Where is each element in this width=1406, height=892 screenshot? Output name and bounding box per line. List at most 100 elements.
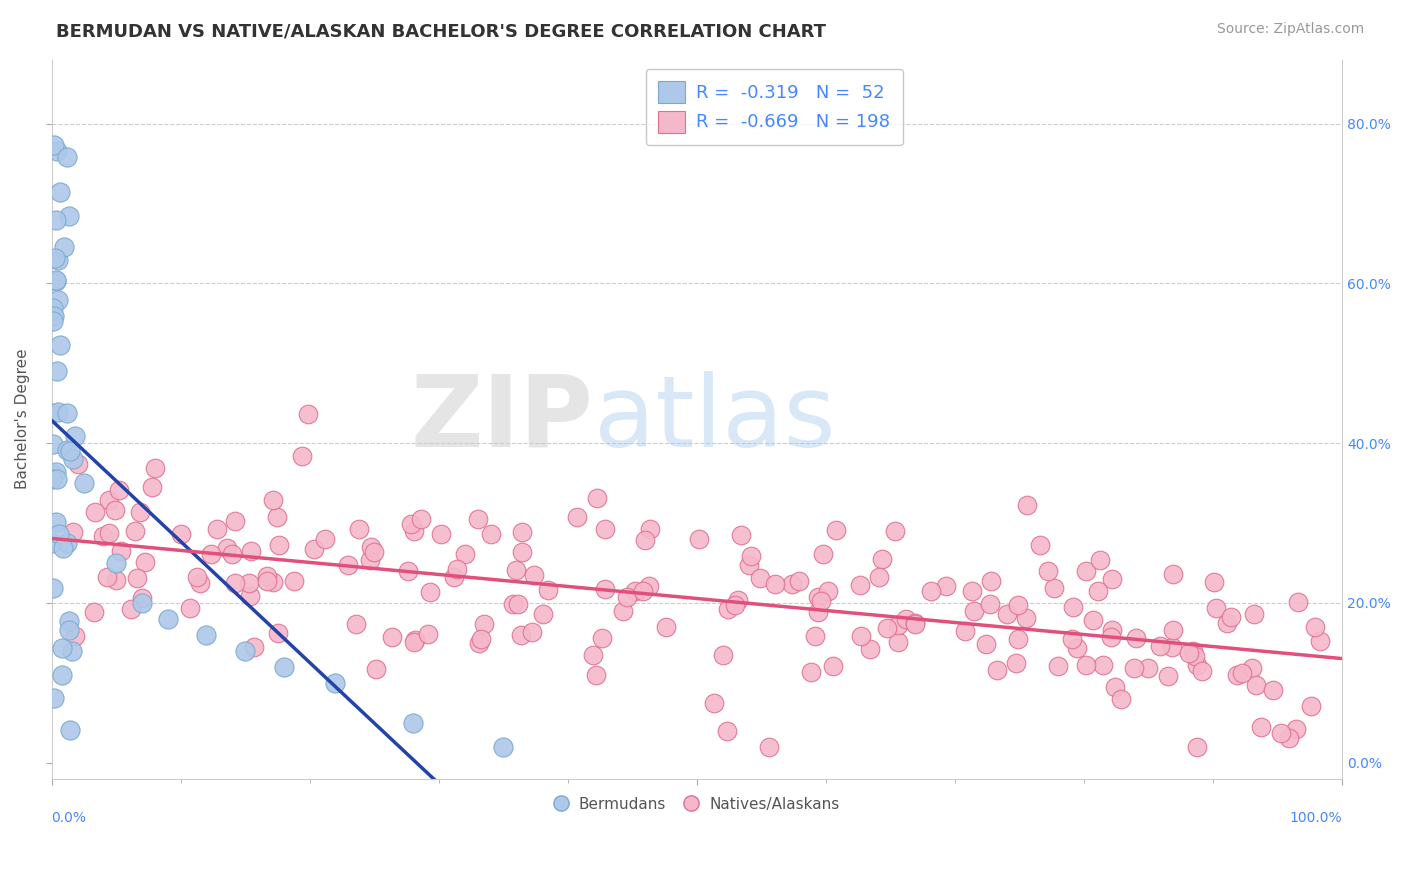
Point <box>103 503 125 517</box>
Point <box>256 574 278 588</box>
Point <box>811 547 834 561</box>
Point <box>186 570 208 584</box>
Point <box>58 614 80 628</box>
Point <box>1303 620 1326 634</box>
Point <box>780 577 803 591</box>
Point <box>887 618 910 632</box>
Point <box>1017 498 1039 512</box>
Point <box>239 589 262 603</box>
Point <box>953 624 976 639</box>
Point <box>170 526 193 541</box>
Point <box>128 505 150 519</box>
Point <box>904 615 927 630</box>
Point <box>849 578 872 592</box>
Point <box>402 635 425 649</box>
Point <box>454 547 477 561</box>
Point <box>1261 683 1284 698</box>
Point <box>200 548 222 562</box>
Point <box>42 437 65 451</box>
Point <box>131 596 153 610</box>
Point <box>586 491 609 506</box>
Point <box>730 528 752 542</box>
Point <box>894 612 917 626</box>
Point <box>297 408 319 422</box>
Point <box>41 536 63 550</box>
Point <box>55 536 77 550</box>
Point <box>63 428 86 442</box>
Point <box>585 667 607 681</box>
Point <box>46 472 69 486</box>
Point <box>359 553 381 567</box>
Point <box>1092 658 1115 673</box>
Point <box>45 274 67 288</box>
Point <box>45 515 67 529</box>
Point <box>467 512 489 526</box>
Point <box>44 309 66 323</box>
Point <box>238 575 260 590</box>
Point <box>59 723 82 737</box>
Point <box>221 547 243 561</box>
Point <box>1161 640 1184 654</box>
Point <box>920 583 942 598</box>
Point <box>283 574 305 589</box>
Point <box>807 605 830 619</box>
Point <box>468 636 491 650</box>
Point <box>419 585 441 599</box>
Point <box>45 273 67 287</box>
Point <box>876 622 898 636</box>
Point <box>979 597 1001 611</box>
Text: Source: ZipAtlas.com: Source: ZipAtlas.com <box>1216 22 1364 37</box>
Point <box>1244 678 1267 692</box>
Point <box>205 522 228 536</box>
Point <box>1187 739 1209 754</box>
Point <box>688 532 710 546</box>
Point <box>1066 640 1088 655</box>
Point <box>1038 564 1060 578</box>
Point <box>291 449 314 463</box>
Point <box>537 582 560 597</box>
Point <box>1243 607 1265 622</box>
Point <box>1015 611 1038 625</box>
Point <box>1230 666 1253 681</box>
Point <box>141 481 163 495</box>
Point <box>51 640 73 655</box>
Point <box>44 137 66 152</box>
Point <box>1157 669 1180 683</box>
Point <box>724 599 747 613</box>
Point <box>633 533 655 547</box>
Point <box>134 554 156 568</box>
Point <box>396 564 419 578</box>
Point <box>886 635 908 649</box>
Point <box>479 527 502 541</box>
Point <box>1161 566 1184 581</box>
Point <box>48 253 70 268</box>
Point <box>624 583 647 598</box>
Point <box>1043 581 1066 595</box>
Point <box>239 544 262 558</box>
Point <box>62 524 84 539</box>
Point <box>51 667 73 681</box>
Point <box>1285 723 1308 737</box>
Point <box>502 597 524 611</box>
Y-axis label: Bachelor's Degree: Bachelor's Degree <box>15 349 30 490</box>
Point <box>883 524 905 539</box>
Point <box>1278 731 1301 746</box>
Point <box>858 642 880 657</box>
Text: ZIP: ZIP <box>411 370 593 467</box>
Point <box>256 569 278 583</box>
Point <box>233 644 256 658</box>
Point <box>824 523 846 537</box>
Point <box>409 512 432 526</box>
Point <box>224 514 246 528</box>
Point <box>960 584 983 599</box>
Point <box>510 524 533 539</box>
Point <box>41 472 63 486</box>
Point <box>404 632 426 647</box>
Point <box>633 584 655 599</box>
Point <box>401 516 423 531</box>
Point <box>1109 692 1132 706</box>
Point <box>1182 644 1205 658</box>
Point <box>266 510 288 524</box>
Point <box>404 524 426 538</box>
Point <box>143 460 166 475</box>
